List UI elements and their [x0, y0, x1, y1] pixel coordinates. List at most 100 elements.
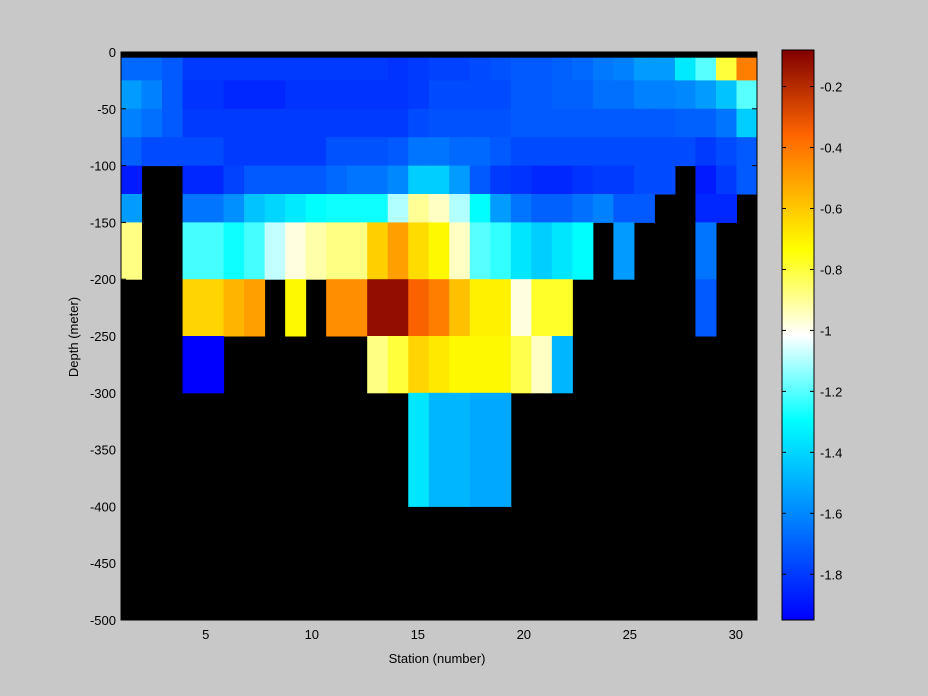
heatmap-cell: [305, 194, 327, 223]
heatmap-cell: [387, 80, 409, 110]
heatmap-cell: [449, 222, 471, 280]
heatmap-cell: [715, 137, 737, 167]
heatmap-cell: [305, 137, 327, 167]
heatmap-cell: [182, 165, 204, 195]
heatmap-cell: [613, 165, 635, 195]
heatmap-cell: [182, 222, 204, 280]
heatmap-cell: [305, 57, 327, 81]
heatmap-cell: [531, 165, 553, 195]
heatmap-cell: [490, 57, 512, 81]
heatmap-cell: [223, 57, 245, 81]
heatmap-cell: [510, 165, 532, 195]
heatmap-cell: [592, 57, 614, 81]
heatmap-cell: [223, 108, 245, 138]
y-axis-ticks: 0 -50 -100 -150 -200 -250 -300 -350 -400 -450 -500: [90, 45, 757, 628]
heatmap-cell: [736, 57, 758, 81]
heatmap-cell: [264, 222, 286, 280]
colorbar-tick-label: -1.8: [820, 567, 842, 582]
heatmap-cell: [121, 222, 143, 280]
heatmap-cell: [715, 57, 737, 81]
heatmap-cell: [674, 137, 696, 167]
heatmap-cell: [572, 57, 594, 81]
heatmap-cell: [613, 137, 635, 167]
x-tick-label: 5: [202, 627, 209, 642]
heatmap-cell: [695, 137, 717, 167]
heatmap-cell: [674, 80, 696, 110]
heatmap-cell: [572, 165, 594, 195]
heatmap-cell: [141, 108, 163, 138]
heatmap-cell: [469, 194, 491, 223]
y-tick-label: -200: [90, 272, 116, 287]
heatmap-cell: [121, 108, 143, 138]
heatmap-cells: [121, 57, 758, 507]
x-tick-label: 25: [623, 627, 637, 642]
heatmap-cell: [141, 57, 163, 81]
heatmap-cell: [490, 194, 512, 223]
heatmap-cell: [736, 165, 758, 195]
heatmap-cell: [367, 336, 389, 394]
heatmap-cell: [264, 108, 286, 138]
heatmap-cell: [428, 194, 450, 223]
heatmap-cell: [244, 57, 266, 81]
heatmap-cell: [633, 108, 655, 138]
colorbar-tick-label: -0.4: [820, 141, 842, 156]
heatmap-cell: [264, 80, 286, 110]
heatmap-cell: [449, 108, 471, 138]
y-tick-label: -450: [90, 556, 116, 571]
colorbar-tick-label: -1: [820, 323, 832, 338]
heatmap-cell: [182, 108, 204, 138]
x-tick-label: 15: [411, 627, 425, 642]
heatmap-cell: [305, 108, 327, 138]
heatmap-cell: [285, 222, 307, 280]
heatmap-cell: [182, 80, 204, 110]
heatmap-cell: [449, 336, 471, 394]
heatmap-cell: [674, 57, 696, 81]
heatmap-cell: [346, 80, 368, 110]
heatmap-cell: [715, 194, 737, 223]
heatmap-cell: [121, 57, 143, 81]
heatmap-cell: [531, 194, 553, 223]
heatmap-cell: [182, 279, 204, 337]
heatmap-cell: [162, 57, 184, 81]
x-axis-label: Station (number): [389, 651, 486, 666]
heatmap-cell: [490, 80, 512, 110]
heatmap-cell: [551, 279, 573, 337]
heatmap-cell: [223, 222, 245, 280]
heatmap-cell: [551, 57, 573, 81]
heatmap-cell: [695, 57, 717, 81]
heatmap-cell: [572, 80, 594, 110]
heatmap-cell: [469, 392, 491, 507]
heatmap-cell: [326, 165, 348, 195]
heatmap-cell: [305, 165, 327, 195]
heatmap-cell: [408, 194, 430, 223]
heatmap-cell: [428, 222, 450, 280]
heatmap-cell: [654, 57, 676, 81]
heatmap-cell: [326, 194, 348, 223]
heatmap-cell: [244, 165, 266, 195]
heatmap-cell: [572, 137, 594, 167]
heatmap-cell: [572, 222, 594, 280]
heatmap-cell: [449, 392, 471, 507]
heatmap-cell: [346, 279, 368, 337]
heatmap-cell: [695, 194, 717, 223]
heatmap-cell: [428, 336, 450, 394]
heatmap-cell: [223, 80, 245, 110]
heatmap-cell: [654, 137, 676, 167]
heatmap-cell: [715, 165, 737, 195]
heatmap-cell: [203, 80, 225, 110]
heatmap-cell: [592, 194, 614, 223]
heatmap-cell: [141, 137, 163, 167]
heatmap-cell: [469, 137, 491, 167]
heatmap-cell: [408, 392, 430, 507]
heatmap-cell: [531, 336, 553, 394]
heatmap-cell: [654, 80, 676, 110]
heatmap-cell: [285, 80, 307, 110]
heatmap-cell: [387, 222, 409, 280]
y-tick-label: -150: [90, 215, 116, 230]
heatmap-cell: [346, 137, 368, 167]
heatmap-cell: [285, 137, 307, 167]
heatmap-cell: [387, 336, 409, 394]
heatmap-cell: [613, 108, 635, 138]
colorbar: -0.2 -0.4 -0.6 -0.8 -1 -1.2 -1.4 -1.6 -1.8: [781, 49, 842, 621]
